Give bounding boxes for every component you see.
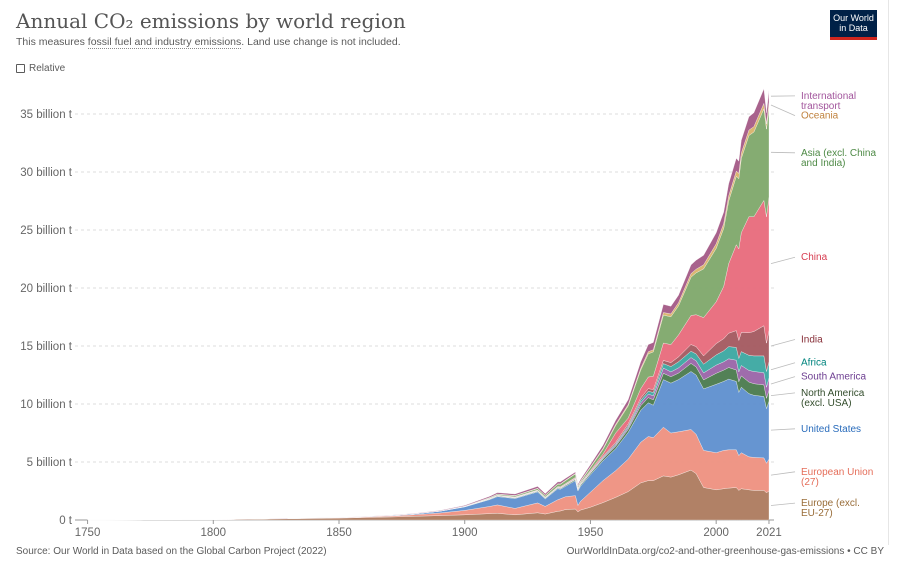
series-label: EU-27) xyxy=(801,508,833,519)
y-tick-label: 15 billion t xyxy=(20,341,73,353)
chart-title: Annual CO₂ emissions by world region xyxy=(16,9,406,33)
subtitle-term-link[interactable]: fossil fuel and industry emissions xyxy=(87,36,242,49)
label-connector xyxy=(770,151,796,154)
chart-subtitle: This measures fossil fuel and industry e… xyxy=(16,36,401,49)
x-tick-label: 2000 xyxy=(703,527,729,539)
subtitle-text: This measures xyxy=(16,36,88,48)
stacked-area-chart[interactable]: 0 t 5 billion t 10 billion t 15 billion t 20… xyxy=(0,0,888,545)
series-label: North America xyxy=(801,388,865,399)
y-tick-label: 35 billion t xyxy=(20,109,73,121)
series-label: Africa xyxy=(801,358,827,369)
subtitle-rest: . Land use change is not included. xyxy=(241,36,401,48)
y-tick-label: 25 billion t xyxy=(20,225,73,237)
label-connector xyxy=(770,339,796,347)
x-tick-label: 1850 xyxy=(326,527,352,539)
x-tick-label: 1750 xyxy=(75,527,101,539)
series-label: Europe (excl. xyxy=(801,498,860,509)
x-tick-label: 2021 xyxy=(756,527,782,539)
relative-label: Relative xyxy=(29,63,66,74)
series-label: United States xyxy=(801,424,861,435)
label-connector xyxy=(770,376,796,385)
x-tick-label: 1950 xyxy=(578,527,604,539)
logo-accent-bar xyxy=(830,37,877,40)
label-connector xyxy=(770,392,796,396)
y-tick-label: 10 billion t xyxy=(20,399,73,411)
area-international-transport[interactable] xyxy=(87,88,770,521)
series-label: International xyxy=(801,91,856,102)
series-label: European Union xyxy=(801,467,873,478)
label-connector xyxy=(770,471,796,476)
label-connector xyxy=(770,428,796,431)
series-label: and India) xyxy=(801,158,845,169)
series-label: (27) xyxy=(801,477,819,488)
panel-divider xyxy=(888,0,889,545)
series-label: (excl. USA) xyxy=(801,398,852,409)
label-connector xyxy=(770,256,796,264)
owid-logo[interactable]: Our World in Data xyxy=(830,10,877,40)
y-tick-label: 20 billion t xyxy=(20,283,73,295)
series-label: China xyxy=(801,252,828,263)
series-label: Asia (excl. China xyxy=(801,148,876,159)
source-note: Source: Our World in Data based on the G… xyxy=(16,546,327,557)
label-connector xyxy=(770,362,796,371)
label-connector xyxy=(770,502,796,506)
logo-line-1: Our World xyxy=(833,13,874,23)
series-label: Oceania xyxy=(801,111,839,122)
relative-toggle[interactable]: Relative xyxy=(16,63,65,74)
y-tick-label: 5 billion t xyxy=(27,457,73,469)
series-label: transport xyxy=(801,101,841,112)
series-label: India xyxy=(801,335,823,346)
x-tick-label: 1800 xyxy=(200,527,226,539)
relative-checkbox[interactable] xyxy=(16,64,25,73)
y-tick-label: 30 billion t xyxy=(20,167,73,179)
label-connector xyxy=(770,104,796,116)
series-label: South America xyxy=(801,372,866,383)
footer-link[interactable]: OurWorldInData.org/co2-and-other-greenho… xyxy=(566,546,884,557)
y-tick-label: 0 t xyxy=(59,515,73,527)
logo-line-2: in Data xyxy=(839,23,868,33)
x-tick-label: 1900 xyxy=(452,527,478,539)
